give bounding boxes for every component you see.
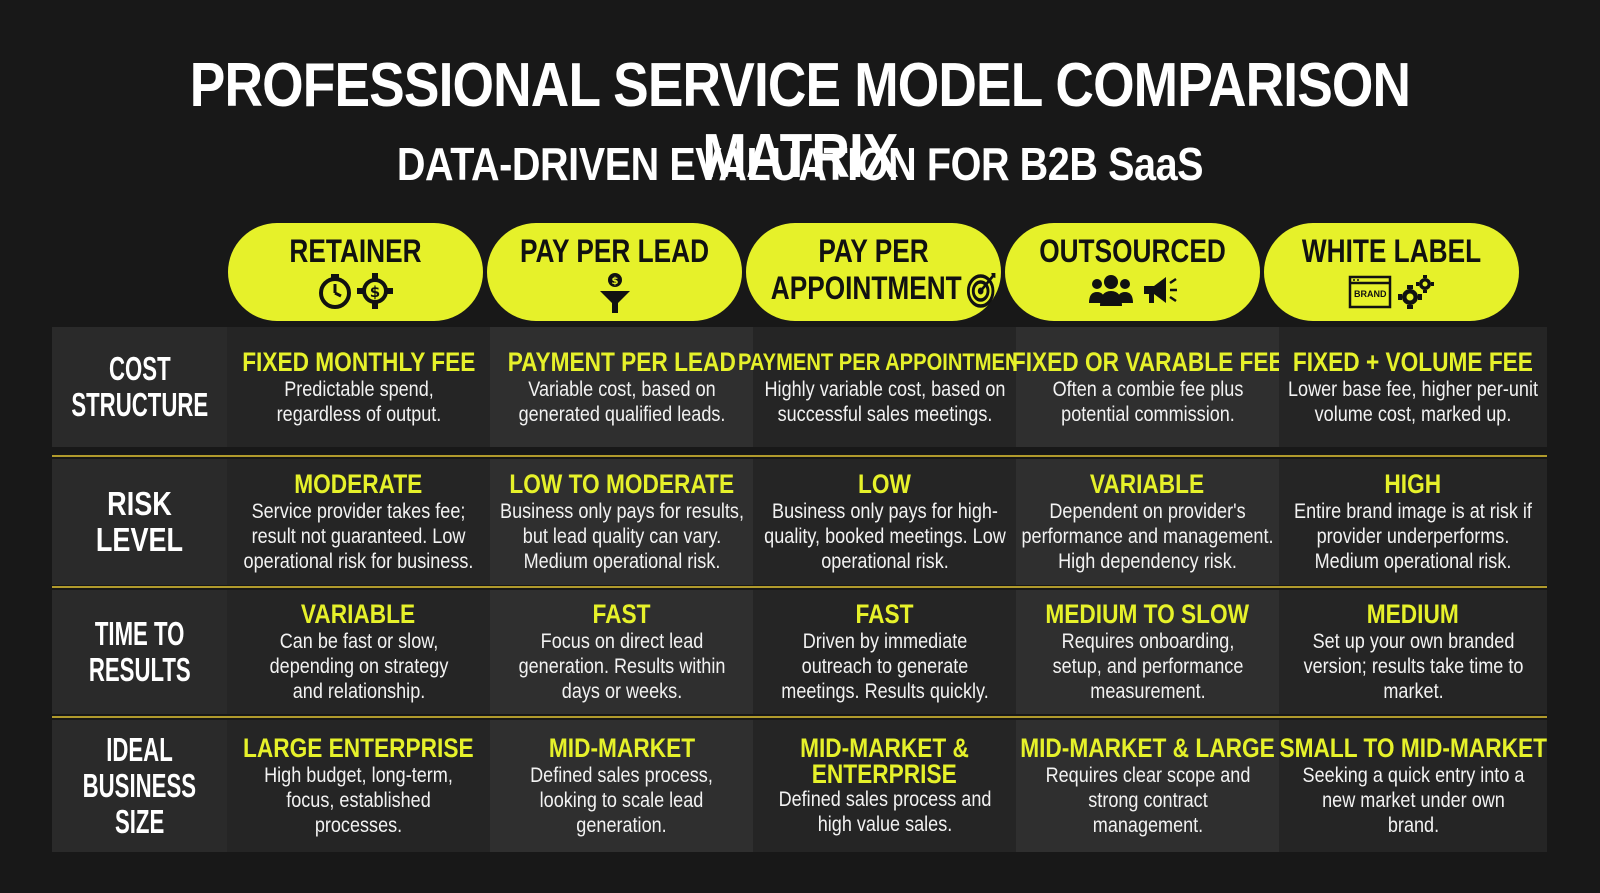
cell-time-outsourced: MEDIUM TO SLOW Requires onboarding, setu… (1016, 590, 1279, 714)
cell-time-white-label: MEDIUM Set up your own branded version; … (1279, 590, 1547, 714)
cell-size-outsourced: MID-MARKET & LARGE Requires clear scope … (1016, 720, 1279, 852)
cell-size-retainer: LARGE ENTERPRISE High budget, long-term,… (227, 720, 490, 852)
stopwatch-icon (318, 274, 356, 309)
column-label: OUTSOURCED (1039, 233, 1226, 269)
column-label: PAY PER LEAD (519, 233, 710, 269)
cell-desc: Driven by immediate outreach to generate… (780, 630, 989, 703)
column-header-pay-per-lead: PAY PER LEAD $ (487, 223, 742, 321)
cell-head: FIXED OR VARABLE FEE (1011, 346, 1284, 377)
cell-time-pay-per-appointment: FAST Driven by immediate outreach to gen… (753, 590, 1016, 714)
cell-risk-white-label: HIGH Entire brand image is at risk if pr… (1279, 459, 1547, 585)
cell-head: LARGE ENTERPRISE (243, 733, 474, 763)
cell-desc: Highly variable cost, based on successfu… (764, 377, 1005, 426)
column-label: WHITE LABEL (1301, 233, 1482, 269)
svg-text:$: $ (370, 283, 380, 301)
cell-head: FIXED + VOLUME FEE (1292, 346, 1534, 377)
cell-desc: Business only pays for high-quality, boo… (763, 500, 1006, 573)
cell-head: MID-MARKET & (800, 733, 969, 763)
cell-desc: Dependent on provider's performance and … (1021, 500, 1274, 573)
cell-desc: Defined sales process and high value sal… (778, 788, 991, 836)
cell-risk-pay-per-lead: LOW TO MODERATE Business only pays for r… (490, 459, 753, 585)
cell-desc: Business only pays for results, but lead… (499, 500, 744, 573)
cell-time-retainer: VARIABLE Can be fast or slow, depending … (227, 590, 490, 714)
cell-desc: Variable cost, based on generated qualif… (518, 377, 725, 426)
row-divider (52, 716, 1547, 718)
target-icon (966, 269, 997, 308)
cell-desc: Defined sales process, looking to scale … (530, 764, 713, 837)
row-label-ideal-business-size: IDEAL BUSINESS SIZE (52, 720, 227, 852)
svg-text:$: $ (611, 276, 618, 287)
cell-head: FAST (855, 599, 914, 629)
cell-desc: Lower base fee, higher per-unit volume c… (1288, 377, 1538, 426)
cell-head: SMALL TO MID-MARKET (1279, 733, 1547, 763)
column-label-line2: APPOINTMENT (770, 270, 962, 307)
cell-size-white-label: SMALL TO MID-MARKET Seeking a quick entr… (1279, 720, 1547, 852)
row-label-risk-level: RISK LEVEL (52, 459, 227, 585)
cell-head: VARIABLE (1090, 469, 1205, 499)
cell-desc: Seeking a quick entry into a new market … (1302, 764, 1524, 837)
cell-size-pay-per-appointment: MID-MARKET & ENTERPRISE Defined sales pr… (753, 720, 1016, 852)
cell-desc: Requires onboarding, setup, and performa… (1052, 630, 1243, 703)
funnel-dollar-icon: $ (598, 273, 632, 313)
cell-head-line2: ENTERPRISE (812, 759, 957, 789)
megaphone-icon (1140, 277, 1178, 303)
cell-desc: Focus on direct lead generation. Results… (518, 630, 725, 703)
cell-desc: Can be fast or slow, depending on strate… (269, 630, 448, 703)
cell-desc: Requires clear scope and strong contract… (1045, 764, 1250, 837)
cell-head: MODERATE (294, 469, 423, 499)
cell-cost-pay-per-lead: PAYMENT PER LEAD Variable cost, based on… (490, 327, 753, 447)
cell-head: MEDIUM TO SLOW (1045, 599, 1250, 629)
cell-cost-retainer: FIXED MONTHLY FEE Predictable spend, reg… (227, 327, 490, 447)
cell-desc: Often a combie fee plus potential commis… (1052, 377, 1243, 426)
cell-size-pay-per-lead: MID-MARKET Defined sales process, lookin… (490, 720, 753, 852)
page-subtitle: DATA-DRIVEN EVALUATION FOR B2B SaaS (396, 138, 1204, 190)
cell-cost-outsourced: FIXED OR VARABLE FEE Often a combie fee … (1012, 327, 1283, 447)
cell-desc: Service provider takes fee; result not g… (243, 500, 474, 573)
page-title: PROFESSIONAL SERVICE MODEL COMPARISON MA… (189, 51, 1411, 191)
cell-desc: Set up your own branded version; results… (1303, 630, 1523, 703)
column-header-pay-per-appointment: PAY PER APPOINTMENT (746, 223, 1001, 321)
cell-risk-retainer: MODERATE Service provider takes fee; res… (227, 459, 490, 585)
cell-desc: High budget, long-term, focus, establish… (264, 764, 453, 837)
cell-head: HIGH (1384, 469, 1442, 499)
cell-risk-pay-per-appointment: LOW Business only pays for high-quality,… (753, 459, 1016, 585)
cell-head: FIXED MONTHLY FEE (241, 346, 476, 377)
cell-cost-pay-per-appointment: PAYMENT PER APPOINTMENT Highly variable … (738, 327, 1031, 447)
row-label-time-to-results: TIME TO RESULTS (52, 590, 227, 714)
browser-window-icon: BRAND (1348, 275, 1392, 309)
dollar-gear-icon: $ (356, 273, 393, 309)
cell-desc: Entire brand image is at risk if provide… (1294, 500, 1532, 573)
cell-head: VARIABLE (301, 599, 416, 629)
cell-head: FAST (592, 599, 651, 629)
cell-head: MID-MARKET & LARGE (1020, 733, 1275, 763)
cell-head: LOW (858, 469, 911, 499)
cell-head: PAYMENT PER APPOINTMENT (737, 348, 1032, 376)
cell-head: LOW TO MODERATE (509, 469, 734, 499)
row-label-cost-structure: COST STRUCTURE (52, 327, 227, 447)
brand-text: BRAND (1354, 289, 1387, 299)
cell-head: PAYMENT PER LEAD (507, 346, 736, 377)
cell-desc: Predictable spend, regardless of output. (276, 377, 441, 426)
cell-risk-outsourced: VARIABLE Dependent on provider's perform… (1016, 459, 1279, 585)
column-label: RETAINER (289, 233, 422, 269)
row-divider (52, 586, 1547, 588)
row-divider (52, 455, 1547, 457)
cell-cost-white-label: FIXED + VOLUME FEE Lower base fee, highe… (1279, 327, 1547, 447)
column-header-retainer: RETAINER $ (228, 223, 483, 321)
cell-head: MEDIUM (1367, 599, 1459, 629)
column-header-outsourced: OUTSOURCED (1005, 223, 1260, 321)
cell-time-pay-per-lead: FAST Focus on direct lead generation. Re… (490, 590, 753, 714)
team-icon (1087, 275, 1139, 306)
column-label-line1: PAY PER (818, 233, 929, 269)
cell-head: MID-MARKET (548, 733, 695, 763)
column-header-white-label: WHITE LABEL BRAND (1264, 223, 1519, 321)
gears-icon (1397, 275, 1435, 309)
